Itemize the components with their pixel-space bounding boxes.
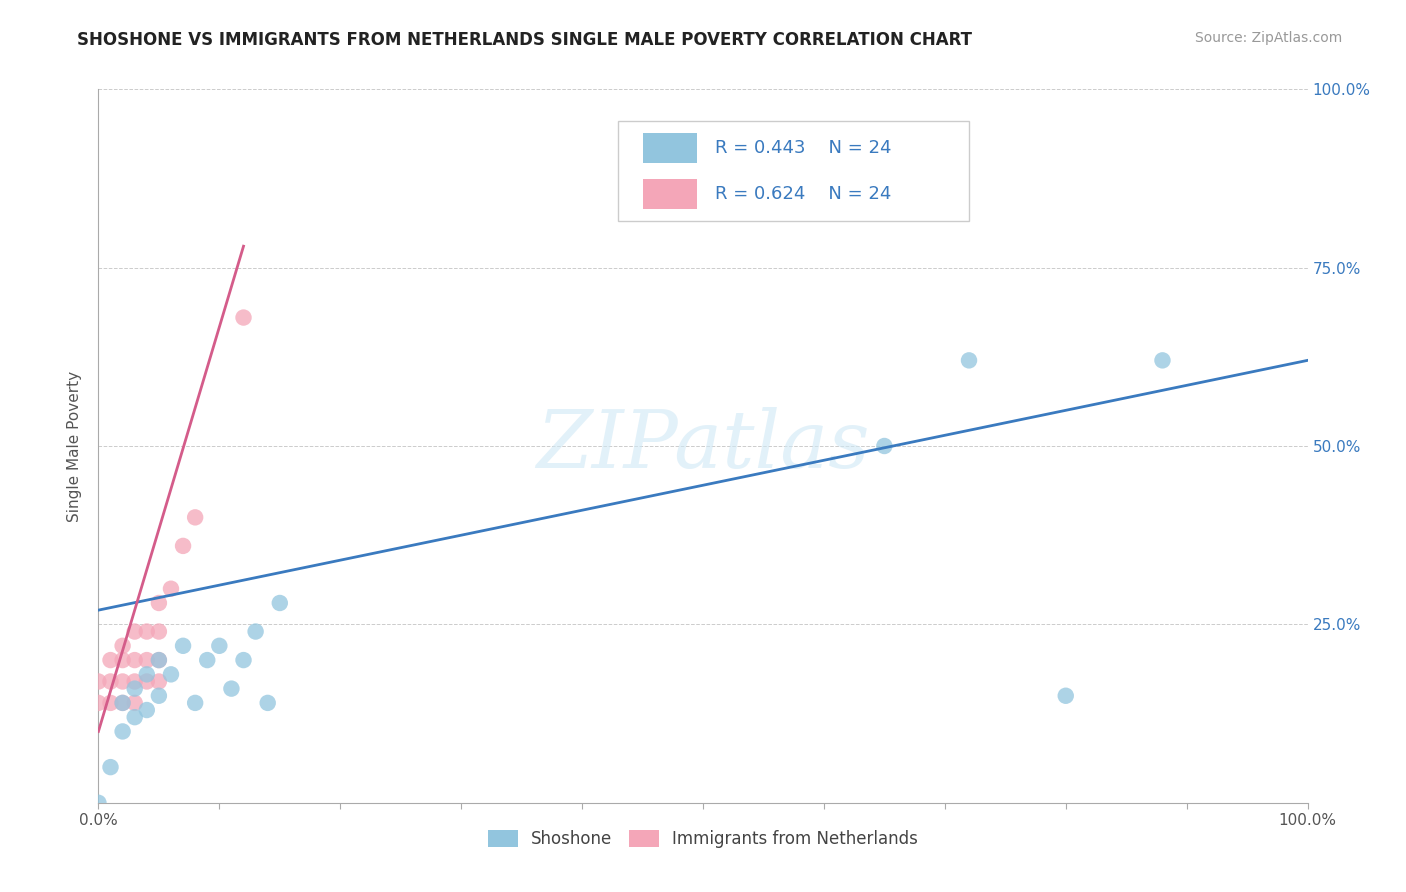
FancyBboxPatch shape bbox=[619, 121, 969, 221]
Point bbox=[135, 667, 157, 681]
Text: R = 0.443    N = 24: R = 0.443 N = 24 bbox=[716, 139, 891, 157]
Text: ZIPatlas: ZIPatlas bbox=[536, 408, 870, 484]
Point bbox=[208, 639, 231, 653]
Text: Source: ZipAtlas.com: Source: ZipAtlas.com bbox=[1195, 31, 1343, 45]
Point bbox=[135, 624, 157, 639]
Point bbox=[100, 696, 122, 710]
Point bbox=[232, 653, 254, 667]
Point bbox=[221, 681, 243, 696]
Point bbox=[87, 796, 110, 810]
Point bbox=[124, 624, 146, 639]
Point bbox=[148, 624, 170, 639]
Point bbox=[111, 696, 134, 710]
Point bbox=[256, 696, 278, 710]
Point bbox=[957, 353, 980, 368]
Point bbox=[160, 667, 183, 681]
Text: R = 0.624    N = 24: R = 0.624 N = 24 bbox=[716, 186, 891, 203]
Point bbox=[232, 310, 254, 325]
Point bbox=[124, 681, 146, 696]
Point bbox=[1054, 689, 1077, 703]
Text: SHOSHONE VS IMMIGRANTS FROM NETHERLANDS SINGLE MALE POVERTY CORRELATION CHART: SHOSHONE VS IMMIGRANTS FROM NETHERLANDS … bbox=[77, 31, 973, 49]
Point bbox=[111, 639, 134, 653]
Point bbox=[269, 596, 291, 610]
Point bbox=[184, 510, 207, 524]
Y-axis label: Single Male Poverty: Single Male Poverty bbox=[67, 370, 83, 522]
Point bbox=[87, 696, 110, 710]
Point bbox=[1152, 353, 1174, 368]
Point bbox=[873, 439, 896, 453]
Point bbox=[100, 674, 122, 689]
Point bbox=[148, 653, 170, 667]
Point bbox=[124, 653, 146, 667]
Point bbox=[111, 696, 134, 710]
Point bbox=[111, 653, 134, 667]
Point bbox=[111, 674, 134, 689]
Point bbox=[111, 724, 134, 739]
Point bbox=[245, 624, 267, 639]
Point bbox=[135, 703, 157, 717]
Point bbox=[124, 696, 146, 710]
Point bbox=[172, 639, 194, 653]
Point bbox=[135, 653, 157, 667]
Point bbox=[160, 582, 183, 596]
Point bbox=[135, 674, 157, 689]
Point bbox=[100, 653, 122, 667]
Point bbox=[148, 674, 170, 689]
Point bbox=[148, 596, 170, 610]
Point bbox=[172, 539, 194, 553]
Point bbox=[148, 689, 170, 703]
Point bbox=[148, 653, 170, 667]
Legend: Shoshone, Immigrants from Netherlands: Shoshone, Immigrants from Netherlands bbox=[481, 823, 925, 855]
FancyBboxPatch shape bbox=[643, 133, 697, 163]
Point bbox=[124, 674, 146, 689]
Point bbox=[124, 710, 146, 724]
Point bbox=[184, 696, 207, 710]
FancyBboxPatch shape bbox=[643, 179, 697, 210]
Point bbox=[195, 653, 218, 667]
Point bbox=[100, 760, 122, 774]
Point bbox=[87, 674, 110, 689]
